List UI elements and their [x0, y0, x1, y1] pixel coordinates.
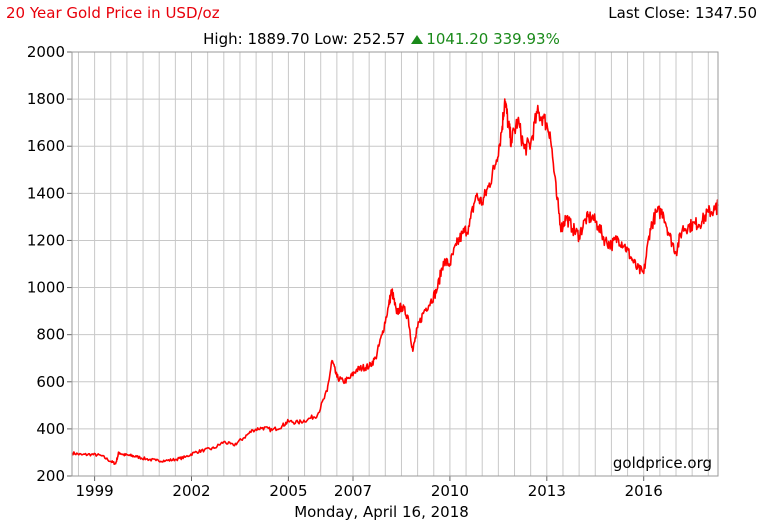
- y-tick-label: 1400: [27, 184, 65, 202]
- plot-border: [71, 51, 719, 477]
- y-tick-label: 800: [36, 326, 65, 344]
- y-tick-label: 400: [36, 420, 65, 438]
- y-axis: 200 400 600 800 1000 1200 1400 1600 1800 2000: [27, 43, 72, 485]
- x-tick-label: 2002: [172, 482, 210, 500]
- y-tick-label: 1000: [27, 279, 65, 297]
- x-tick-label: 2013: [528, 482, 566, 500]
- change-text: 1041.20 339.93%: [426, 30, 560, 48]
- y-tick-label: 1600: [27, 137, 65, 155]
- x-tick-label: 2007: [334, 482, 372, 500]
- last-close-label: Last Close: 1347.50: [608, 4, 757, 22]
- x-tick-label: 1999: [76, 482, 114, 500]
- x-tick-label: 2010: [431, 482, 469, 500]
- x-tick-label: 2016: [625, 482, 663, 500]
- grid-lines: [72, 51, 718, 477]
- x-tick-label: 2005: [269, 482, 307, 500]
- chart-title: 20 Year Gold Price in USD/oz: [6, 4, 220, 22]
- plot-area: [71, 51, 719, 477]
- up-triangle-icon: [411, 34, 424, 44]
- y-tick-label: 600: [36, 373, 65, 391]
- y-tick-label: 2000: [27, 43, 65, 61]
- high-low-text: High: 1889.70 Low: 252.57: [203, 30, 406, 48]
- watermark-text: goldprice.org: [613, 454, 712, 472]
- y-tick-label: 200: [36, 467, 65, 485]
- y-tick-label: 1200: [27, 231, 65, 249]
- gold-price-line: [71, 98, 719, 466]
- high-low-stats: High: 1889.70 Low: 252.57 1041.20 339.93%: [0, 30, 763, 48]
- x-axis-label: Monday, April 16, 2018: [294, 503, 469, 521]
- y-tick-label: 1800: [27, 90, 65, 108]
- x-axis: 1999 2002 2005 2007 2010 2013 2016: [76, 476, 663, 500]
